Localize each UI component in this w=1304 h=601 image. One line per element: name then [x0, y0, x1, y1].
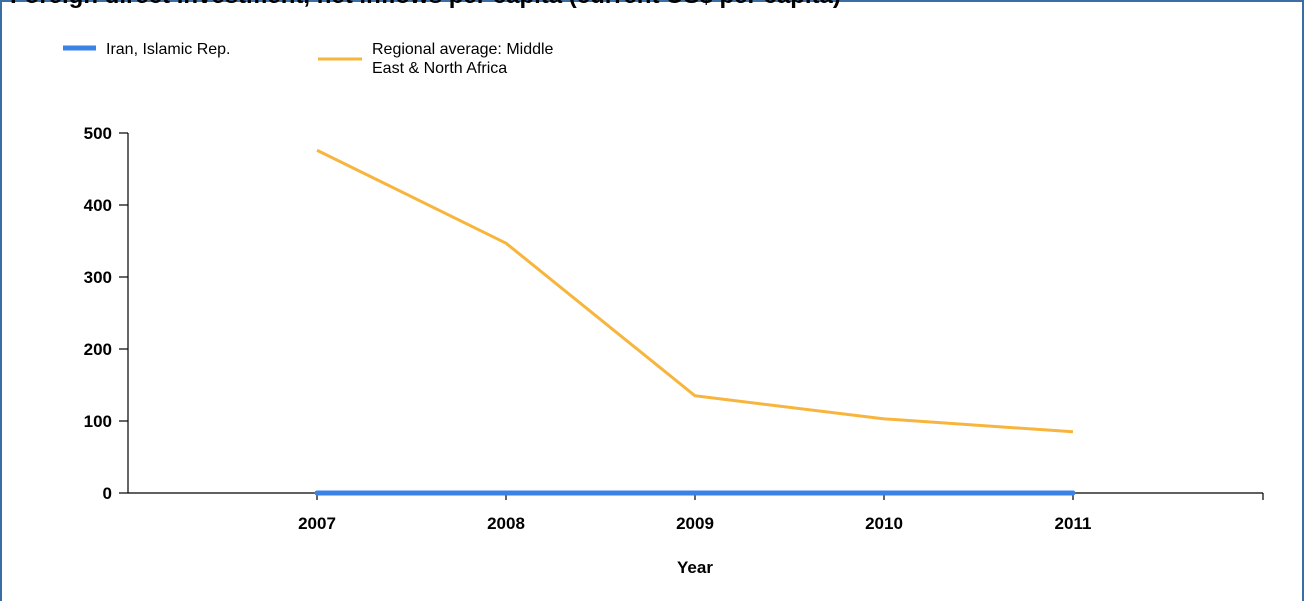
legend-label-regional-line2: East & North Africa	[372, 60, 507, 77]
x-tick-label: 2011	[1055, 514, 1092, 533]
series-layer	[314, 148, 1076, 496]
x-ticks: 2007 2008 2009 2010 2011	[298, 493, 1091, 533]
x-tick-label: 2010	[865, 514, 903, 533]
y-tick-label: 300	[84, 268, 112, 287]
y-tick-label: 400	[84, 196, 112, 215]
y-ticks: 0 100 200 300 400 500	[84, 124, 128, 503]
y-tick-label: 0	[103, 484, 112, 503]
x-tick-label: 2009	[676, 514, 714, 533]
y-tick-label: 200	[84, 340, 112, 359]
legend: Iran, Islamic Rep. Regional average: Mid…	[63, 41, 554, 77]
x-tick-label: 2007	[298, 514, 336, 533]
chart-title: Foreign direct investment, net inflows p…	[10, 0, 841, 10]
x-axis-title: Year	[677, 558, 713, 577]
y-tick-label: 500	[84, 124, 112, 143]
x-tick-label: 2008	[487, 514, 525, 533]
legend-label-regional-line1: Regional average: Middle	[372, 41, 554, 58]
series-line-regional	[316, 148, 1074, 434]
legend-label-iran: Iran, Islamic Rep.	[106, 41, 230, 58]
y-tick-label: 100	[84, 412, 112, 431]
